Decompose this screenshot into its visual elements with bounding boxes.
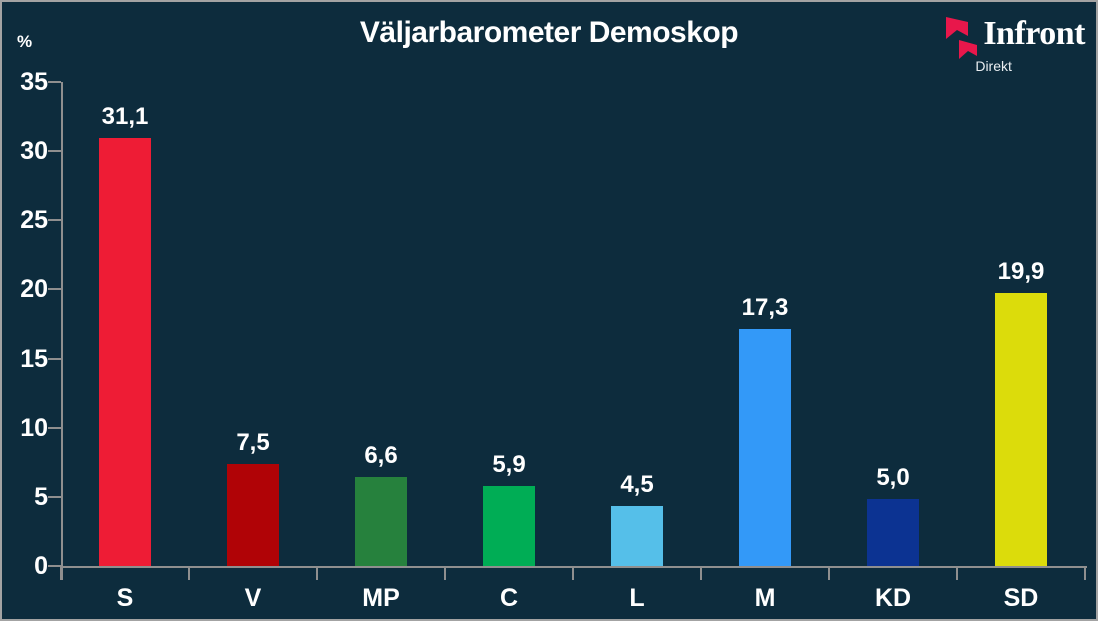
y-tick xyxy=(48,150,61,153)
x-tick xyxy=(188,566,190,580)
y-tick xyxy=(48,357,61,360)
infront-brand-text: Infront xyxy=(983,15,1085,52)
bar-value-label-MP: 6,6 xyxy=(364,441,398,469)
bar-V xyxy=(227,464,279,568)
x-axis-label-S: S xyxy=(116,584,134,612)
x-tick xyxy=(444,566,446,580)
y-tick xyxy=(48,495,61,498)
x-axis-label-C: C xyxy=(499,584,519,612)
x-axis-label-M: M xyxy=(754,584,776,612)
x-axis-line xyxy=(61,566,1087,568)
bar-SD xyxy=(995,292,1047,568)
bar-value-label-V: 7,5 xyxy=(236,429,270,457)
y-tick-label: 15 xyxy=(20,344,48,373)
y-tick xyxy=(48,288,61,291)
y-tick xyxy=(48,565,61,567)
y-tick-label: 30 xyxy=(20,137,48,166)
x-tick xyxy=(60,566,62,580)
infront-logo: Infront Direkt xyxy=(945,14,1085,74)
y-tick xyxy=(48,219,61,222)
x-axis-label-KD: KD xyxy=(874,584,912,612)
bar-value-label-L: 4,5 xyxy=(620,470,654,498)
x-tick xyxy=(1084,566,1086,580)
x-axis-label-L: L xyxy=(629,584,645,612)
x-tick xyxy=(316,566,318,580)
y-tick-label: 20 xyxy=(20,275,48,304)
x-tick xyxy=(700,566,702,580)
x-axis-label-V: V xyxy=(244,584,262,612)
bar-L xyxy=(611,505,663,568)
page-title: Väljarbarometer Demoskop xyxy=(359,16,739,49)
infront-flag-icon xyxy=(946,17,978,59)
y-axis-line xyxy=(61,82,63,580)
y-tick-label: 35 xyxy=(20,68,48,96)
y-tick xyxy=(48,426,61,429)
bar-value-label-SD: 19,9 xyxy=(997,257,1045,285)
bar-S xyxy=(99,137,151,568)
bar-value-label-KD: 5,0 xyxy=(876,463,910,491)
x-tick xyxy=(828,566,830,580)
bar-M xyxy=(739,328,791,568)
x-tick xyxy=(956,566,958,580)
y-axis-unit-label: % xyxy=(17,32,33,51)
bar-value-label-M: 17,3 xyxy=(741,293,789,321)
bar-C xyxy=(483,486,535,568)
x-axis-label-MP: MP xyxy=(362,584,400,612)
infront-direkt-text: Direkt xyxy=(975,58,1012,74)
bar-MP xyxy=(355,476,407,568)
bar-KD xyxy=(867,498,919,568)
y-tick-label: 10 xyxy=(20,413,48,442)
y-tick-label: 0 xyxy=(34,552,48,580)
bar-value-label-C: 5,9 xyxy=(492,451,526,479)
y-tick-label: 25 xyxy=(20,206,48,235)
bar-value-label-S: 31,1 xyxy=(101,102,149,130)
y-tick-label: 5 xyxy=(34,482,48,511)
x-axis-label-SD: SD xyxy=(1003,584,1039,612)
x-tick xyxy=(572,566,574,580)
y-tick xyxy=(48,81,61,83)
